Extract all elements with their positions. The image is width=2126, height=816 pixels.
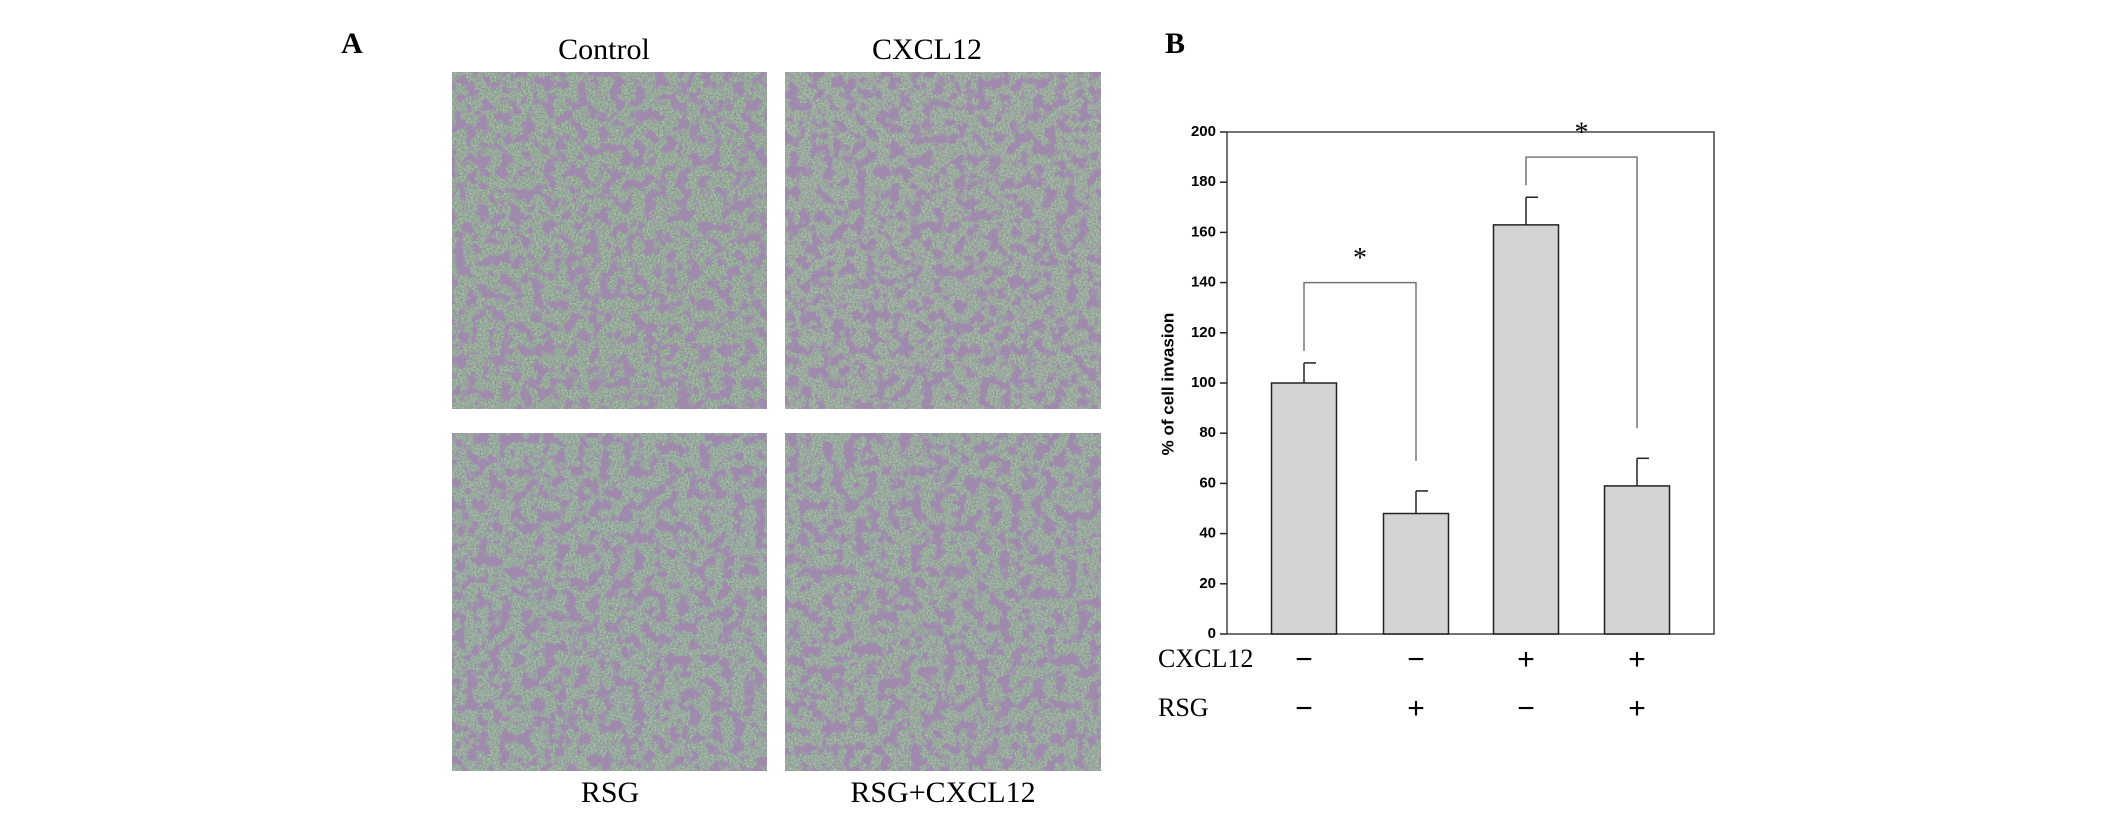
y-tick-label: 80 <box>1199 424 1216 441</box>
significance-label: * <box>1575 118 1589 149</box>
y-tick-label: 20 <box>1199 575 1216 592</box>
condition-label: RSG <box>1158 693 1209 722</box>
micrograph <box>452 433 767 771</box>
condition-sign: + <box>1628 692 1646 725</box>
micrograph <box>785 72 1101 409</box>
y-tick-label: 140 <box>1191 274 1216 291</box>
y-tick-label: 100 <box>1191 374 1216 391</box>
significance-label: * <box>1353 243 1367 274</box>
bar <box>1603 485 1671 635</box>
caption: RSG <box>581 776 639 809</box>
condition-sign: − <box>1295 643 1313 676</box>
bar <box>1382 512 1450 635</box>
caption: CXCL12 <box>872 33 982 66</box>
y-tick-label: 60 <box>1199 474 1216 491</box>
panel-label: A <box>341 27 363 60</box>
bar <box>1492 224 1560 635</box>
caption: Control <box>558 33 650 66</box>
y-tick-label: 40 <box>1199 525 1216 542</box>
condition-sign: + <box>1517 643 1535 676</box>
condition-label: CXCL12 <box>1158 644 1253 673</box>
y-tick-label: 160 <box>1191 223 1216 240</box>
y-tick-label: 120 <box>1191 324 1216 341</box>
caption: RSG+CXCL12 <box>850 776 1035 809</box>
condition-sign: + <box>1407 692 1425 725</box>
panel-label: B <box>1165 27 1185 60</box>
micrograph <box>785 433 1101 771</box>
significance-bracket <box>1303 281 1417 461</box>
condition-sign: − <box>1517 692 1535 725</box>
y-tick-label: 0 <box>1208 625 1216 642</box>
significance-bracket <box>1525 156 1638 429</box>
condition-sign: − <box>1407 643 1425 676</box>
y-tick-label: 180 <box>1191 173 1216 190</box>
micrograph <box>452 72 767 409</box>
y-axis-label: % of cell invasion <box>1158 313 1177 456</box>
bar <box>1270 382 1338 635</box>
condition-sign: − <box>1295 692 1313 725</box>
y-tick-label: 200 <box>1191 123 1216 140</box>
condition-sign: + <box>1628 643 1646 676</box>
